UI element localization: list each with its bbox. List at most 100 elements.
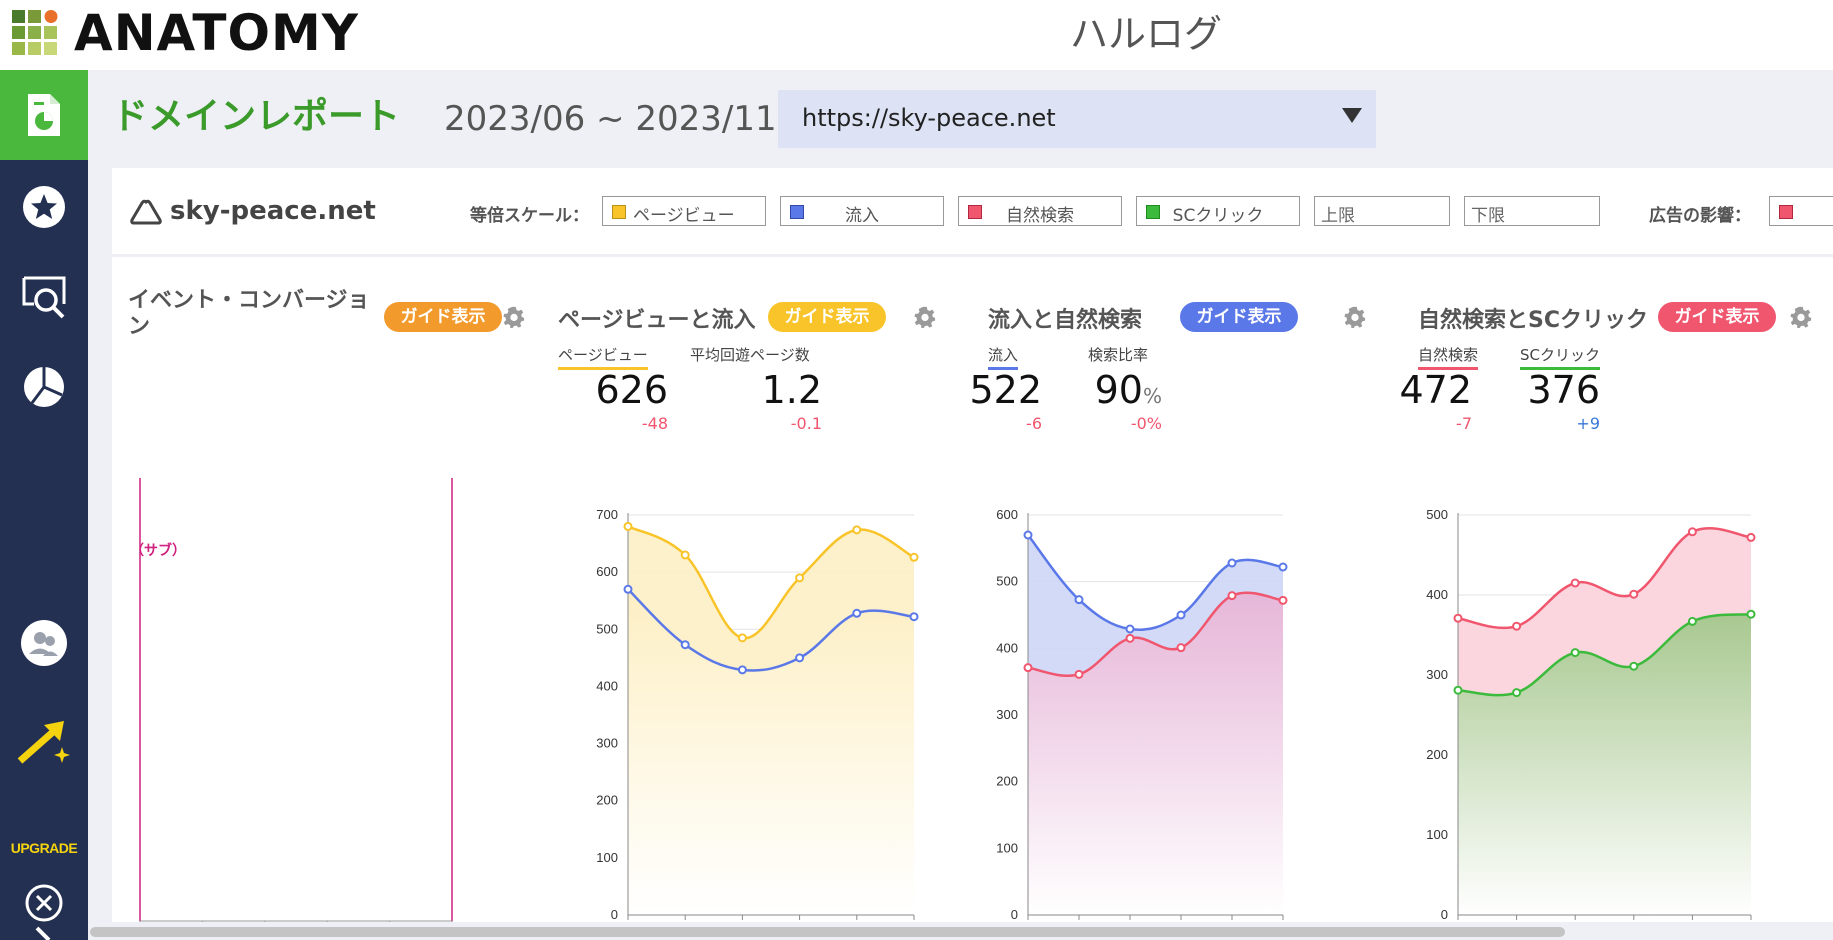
organic-guide-button[interactable]: ガイド表示 <box>1658 302 1776 332</box>
scale-toggle-sc-click-label: SCクリック <box>1172 206 1264 226</box>
event-conversion-chart: 2023/062023/072023/082023/092023/102023/… <box>118 478 474 940</box>
upgrade-label[interactable]: UPGRADE <box>10 840 78 856</box>
sidebar-item-search-analysis[interactable] <box>0 252 88 342</box>
pv-metric1-label: ページビュー <box>558 344 648 370</box>
sidebar-item-upgrade[interactable] <box>0 712 88 772</box>
y-tick-label: 400 <box>996 640 1018 655</box>
scrollbar-thumb[interactable] <box>90 927 1565 937</box>
data-point <box>623 584 633 594</box>
pv-metric2-label: 平均回遊ページ数 <box>690 346 810 364</box>
inflow-organic-chart: 01002003004005006002023/062023/072023/08… <box>996 507 1304 938</box>
event-guide-button[interactable]: ガイド表示 <box>384 302 502 332</box>
users-icon <box>21 620 67 666</box>
scale-toggle-organic[interactable]: 自然検索 <box>958 196 1122 226</box>
ad-impact-toggle[interactable] <box>1769 196 1833 226</box>
data-point <box>1570 648 1580 658</box>
data-point <box>1629 661 1639 671</box>
pv-metric1-value: 626 <box>595 368 668 412</box>
close-circle-icon <box>25 884 63 922</box>
sc-click-swatch <box>1146 205 1160 219</box>
ad-impact-label: 広告の影響： <box>1649 206 1751 226</box>
sub-axis-label: （サブ） <box>130 543 186 559</box>
series-area-between <box>1028 535 1283 676</box>
gear-icon[interactable] <box>1790 306 1812 328</box>
scale-toggle-organic-label: 自然検索 <box>1006 206 1074 226</box>
data-point <box>1125 633 1135 643</box>
series-area-between <box>628 526 914 671</box>
data-point <box>1278 562 1288 572</box>
y-tick-label: 500 <box>1426 507 1448 522</box>
inflow-metric1-delta: -6 <box>1026 414 1042 433</box>
y-tick-label: 400 <box>1426 587 1448 602</box>
lower-limit-input[interactable]: 下限 <box>1464 196 1600 226</box>
logo-grid-icon <box>12 10 58 55</box>
report-icon <box>28 94 60 136</box>
gear-icon[interactable] <box>503 306 525 328</box>
series-area-between <box>1458 528 1751 696</box>
inflow-guide-button[interactable]: ガイド表示 <box>1180 302 1298 332</box>
data-point <box>852 608 862 618</box>
report-card: sky-peace.net 等倍スケール： ページビュー 流入 自然検索 SCク… <box>112 168 1833 940</box>
y-tick-label: 500 <box>996 574 1018 589</box>
y-tick-label: 100 <box>596 850 618 865</box>
organic-metric1-label: 自然検索 <box>1418 344 1479 370</box>
event-panel-title: イベント・コンバージョ ン <box>128 288 378 340</box>
sidebar-item-users[interactable] <box>0 598 88 688</box>
organic-swatch <box>968 205 982 219</box>
data-point <box>623 521 633 531</box>
pageview-inflow-chart: 01002003004005006007002023/062023/072023… <box>596 507 935 938</box>
sidebar-item-domain-report[interactable] <box>0 70 88 160</box>
y-tick-label: 300 <box>596 736 618 751</box>
y-tick-label: 500 <box>596 621 618 636</box>
search-analysis-icon <box>22 276 66 319</box>
event-panel-title-line2: ン <box>128 314 151 339</box>
horizontal-scrollbar[interactable] <box>88 922 1833 940</box>
scale-toggle-inflow[interactable]: 流入 <box>780 196 944 226</box>
domain-url-value: https://sky-peace.net <box>802 104 1056 132</box>
scale-label: 等倍スケール： <box>470 206 589 226</box>
y-tick-label: 0 <box>1011 907 1018 922</box>
sidebar-item-pie[interactable] <box>0 342 88 432</box>
upper-limit-placeholder: 上限 <box>1321 206 1355 226</box>
pv-guide-button[interactable]: ガイド表示 <box>768 302 886 332</box>
data-point <box>1074 669 1084 679</box>
data-point <box>1125 624 1135 634</box>
sidebar: UPGRADE <box>0 70 88 940</box>
data-point <box>909 552 919 562</box>
scale-toggle-pageview-label: ページビュー <box>633 206 735 226</box>
data-point <box>795 653 805 663</box>
data-point <box>1570 578 1580 588</box>
data-point <box>1629 589 1639 599</box>
sidebar-item-close[interactable] <box>0 868 88 938</box>
date-range[interactable]: 2023/06 ~ 2023/11 <box>444 99 777 139</box>
sidebar-item-favorites[interactable] <box>0 162 88 252</box>
pv-metric2-delta: -0.1 <box>790 414 822 433</box>
y-tick-label: 0 <box>1441 907 1448 922</box>
sidebar-expand[interactable] <box>0 920 88 940</box>
inflow-metric2-value: 90% <box>1052 368 1162 418</box>
inflow-metric2-unit: % <box>1142 384 1162 408</box>
domain-url-select[interactable]: https://sky-peace.net <box>778 90 1376 148</box>
y-tick-label: 100 <box>996 840 1018 855</box>
data-point <box>680 640 690 650</box>
y-tick-label: 400 <box>596 678 618 693</box>
y-tick-label: 300 <box>996 707 1018 722</box>
data-point <box>795 573 805 583</box>
organic-panel-title: 自然検索とSCクリック <box>1418 308 1648 333</box>
upper-limit-input[interactable]: 上限 <box>1314 196 1450 226</box>
y-tick-label: 0 <box>611 907 618 922</box>
inflow-panel-title: 流入と自然検索 <box>988 308 1143 333</box>
domain-label: sky-peace.net <box>130 196 376 226</box>
gear-icon[interactable] <box>1344 306 1366 328</box>
scale-toggle-pageview[interactable]: ページビュー <box>602 196 766 226</box>
scale-toggle-sc-click[interactable]: SCクリック <box>1136 196 1300 226</box>
gear-icon[interactable] <box>914 306 936 328</box>
pageview-swatch <box>612 205 626 219</box>
data-point <box>1512 621 1522 631</box>
organic-metric1-value: 472 <box>1399 368 1472 412</box>
pv-metric1-delta: -48 <box>641 414 668 433</box>
main-area: ドメインレポート 2023/06 ~ 2023/11 https://sky-p… <box>88 70 1833 940</box>
chevron-right-icon <box>35 926 51 940</box>
data-point <box>1176 610 1186 620</box>
data-point <box>1227 558 1237 568</box>
